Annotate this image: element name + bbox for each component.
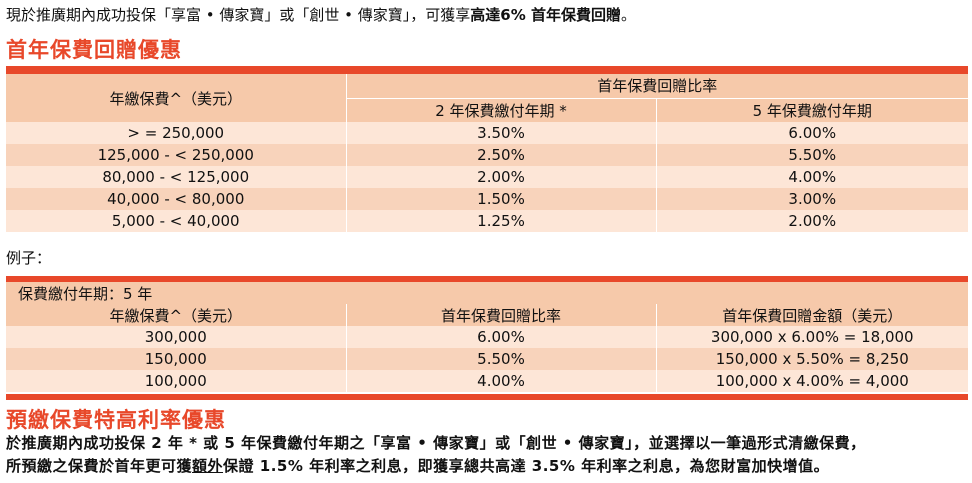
example-divider-top xyxy=(6,276,968,282)
note-line-2-end: 保證 1.5% 年利率之利息，即獲享總共高達 3.5% 年利率之利息，為您財富加… xyxy=(223,457,830,475)
table-row: > = 250,000 3.50% 6.00% xyxy=(6,122,969,144)
section-divider-top xyxy=(6,66,968,74)
cell-premium: 150,000 xyxy=(6,348,347,370)
table-row: 150,000 5.50% 150,000 x 5.50% = 8,250 xyxy=(6,348,969,370)
cell-five-year: 3.00% xyxy=(788,190,837,208)
section-title-prepay: 預繳保費特高利率優惠 xyxy=(6,408,226,432)
cell-premium: 80,000 - < 125,000 xyxy=(6,166,347,188)
section-title-rebate: 首年保費回贈優惠 xyxy=(6,38,182,62)
cell-five-year: 5.50% xyxy=(788,146,837,164)
note-line-2-start: 所預繳之保費於首年更可獲 xyxy=(6,457,193,475)
cell-five-year: 2.00% xyxy=(788,212,837,230)
note-underlined-extra: 額外 xyxy=(192,457,224,475)
cell-five-year: 6.00% xyxy=(788,124,837,142)
column-header-premium: 年繳保費^（美元） xyxy=(6,74,347,122)
intro-prefix: 現於推廣期內成功投保「享富 • 傳家寶」或「創世 • 傳家寶」，可獲享 xyxy=(6,6,471,24)
cell-premium: 300,000 xyxy=(6,326,347,348)
cell-premium: > = 250,000 xyxy=(6,122,347,144)
table-row: 5,000 - < 40,000 1.25% 2.00% xyxy=(6,210,969,232)
table-row: 40,000 - < 80,000 1.50% 3.00% xyxy=(6,188,969,210)
example-term-row: 保費繳付年期：5 年 xyxy=(6,282,969,304)
intro-text: 現於推廣期內成功投保「享富 • 傳家寶」或「創世 • 傳家寶」，可獲享高達6% … xyxy=(6,4,636,26)
cell-five-year: 4.00% xyxy=(788,168,837,186)
cell-rate: 5.50% xyxy=(346,348,657,370)
cell-premium: 40,000 - < 80,000 xyxy=(6,188,347,210)
note-line-2: 所預繳之保費於首年更可獲額外保證 1.5% 年利率之利息，即獲享總共高達 3.5… xyxy=(6,455,866,478)
cell-two-year: 2.50% xyxy=(346,144,657,166)
rebate-rate-table: 年繳保費^（美元） 首年保費回贈比率 2 年保費繳付年期 * 5 年保費繳付年期… xyxy=(6,74,969,232)
table-row: 80,000 - < 125,000 2.00% 4.00% xyxy=(6,166,969,188)
example-label: 例子： xyxy=(6,249,52,267)
cell-premium: 125,000 - < 250,000 xyxy=(6,144,347,166)
cell-two-year: 1.25% xyxy=(346,210,657,232)
column-header-two-year: 2 年保費繳付年期 * xyxy=(346,98,657,122)
table-row: 125,000 - < 250,000 2.50% 5.50% xyxy=(6,144,969,166)
cell-amount: 300,000 x 6.00% = 18,000 xyxy=(710,328,914,346)
example-table: 保費繳付年期：5 年 年繳保費^（美元） 首年保費回贈比率 首年保費回贈金額（美… xyxy=(6,282,969,392)
cell-amount: 100,000 x 4.00% = 4,000 xyxy=(715,372,909,390)
column-header-five-year: 5 年保費繳付年期 xyxy=(752,101,872,120)
example-divider-bottom xyxy=(6,394,968,400)
cell-two-year: 3.50% xyxy=(346,122,657,144)
prepay-note: 於推廣期內成功投保 2 年 * 或 5 年保費繳付年期之「享富 • 傳家寶」或「… xyxy=(6,432,866,478)
cell-rate: 6.00% xyxy=(346,326,657,348)
cell-two-year: 1.50% xyxy=(346,188,657,210)
cell-two-year: 2.00% xyxy=(346,166,657,188)
column-header-amount: 首年保費回贈金額（美元） xyxy=(722,306,903,325)
intro-suffix: 。 xyxy=(620,6,636,24)
note-line-1: 於推廣期內成功投保 2 年 * 或 5 年保費繳付年期之「享富 • 傳家寶」或「… xyxy=(6,434,866,452)
cell-premium: 100,000 xyxy=(6,370,347,392)
example-term-label: 保費繳付年期：5 年 xyxy=(18,284,153,303)
cell-amount: 150,000 x 5.50% = 8,250 xyxy=(715,350,909,368)
cell-rate: 4.00% xyxy=(346,370,657,392)
column-group-header-rate: 首年保費回贈比率 xyxy=(346,74,969,99)
cell-premium: 5,000 - < 40,000 xyxy=(6,210,347,232)
example-header-row: 年繳保費^（美元） 首年保費回贈比率 首年保費回贈金額（美元） xyxy=(6,304,969,326)
intro-highlight: 高達6% 首年保費回贈 xyxy=(470,6,621,24)
table-row: 100,000 4.00% 100,000 x 4.00% = 4,000 xyxy=(6,370,969,392)
column-header-rate: 首年保費回贈比率 xyxy=(346,304,657,326)
table-header-row: 年繳保費^（美元） 首年保費回贈比率 xyxy=(6,74,969,122)
column-header-premium: 年繳保費^（美元） xyxy=(6,304,347,326)
table-row: 300,000 6.00% 300,000 x 6.00% = 18,000 xyxy=(6,326,969,348)
